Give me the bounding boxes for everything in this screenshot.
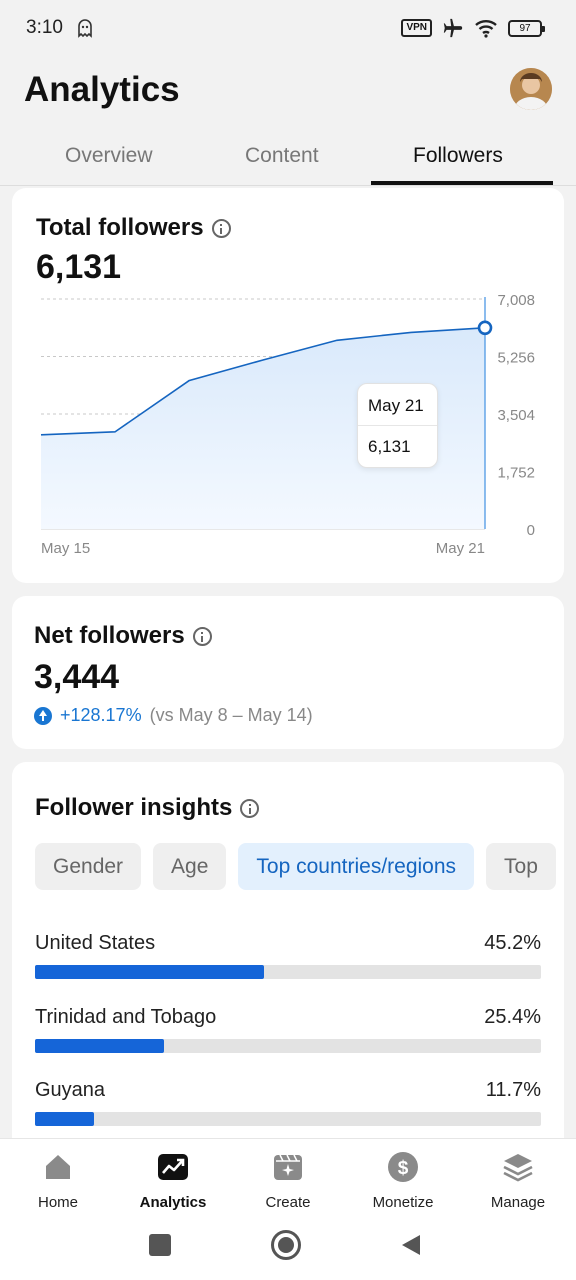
country-percent: 25.4%: [484, 1006, 541, 1028]
active-tab-indicator: [371, 181, 553, 185]
total-followers-title-row: Total followers: [36, 214, 231, 242]
status-time: 3:10: [26, 17, 63, 38]
layers-icon: [503, 1154, 533, 1182]
info-icon[interactable]: [240, 798, 260, 818]
country-bar-fill: [35, 1039, 164, 1053]
comparison-period: (vs May 8 – May 14): [149, 705, 313, 725]
analytics-icon: [158, 1154, 188, 1180]
net-followers-value: 3,444: [34, 658, 120, 696]
x-tick-label: May 21: [436, 540, 485, 557]
total-followers-card: Total followers 6,131 0 1,752 3,504 5,256 7,…: [12, 188, 564, 583]
net-followers-card: Net followers 3,444 +128.17% (vs May 8 –…: [12, 596, 564, 749]
series-area: [41, 327, 485, 529]
nav-home[interactable]: Home: [8, 1151, 108, 1211]
chip-gender[interactable]: Gender: [35, 843, 142, 890]
series-line: [40, 326, 486, 436]
y-tick-label: 7,008: [497, 292, 535, 309]
avatar[interactable]: [510, 68, 552, 110]
vpn-badge: VPN: [401, 19, 432, 37]
nav-label: Monetize: [372, 1194, 434, 1211]
tooltip-value: 6,131: [368, 437, 411, 456]
net-followers-title-row: Net followers: [34, 622, 212, 650]
country-name: Trinidad and Tobago: [35, 1006, 217, 1028]
tooltip-divider: [358, 425, 437, 426]
country-name: United States: [35, 932, 156, 954]
dollar-icon: $: [388, 1152, 418, 1182]
country-name: Guyana: [35, 1079, 106, 1101]
change-percent: +128.17%: [60, 705, 142, 725]
y-tick-label: 1,752: [497, 465, 535, 482]
svg-text:$: $: [398, 1158, 409, 1179]
total-followers-value: 6,131: [36, 248, 122, 286]
insights-filter-chips: Gender Age Top countries/regions Top: [35, 843, 556, 890]
nav-manage[interactable]: Manage: [468, 1151, 568, 1211]
nav-label: Manage: [490, 1194, 546, 1211]
avatar-image: [510, 68, 552, 110]
page-title: Analytics: [24, 70, 180, 109]
status-bar: 3:10 VPN 97: [0, 0, 576, 58]
tab-followers[interactable]: Followers: [413, 144, 503, 167]
home-button[interactable]: [270, 1229, 302, 1261]
country-bar-track: [35, 1112, 541, 1126]
y-tick-label: 0: [527, 522, 535, 539]
info-icon[interactable]: [192, 626, 212, 646]
battery-indicator: 97: [508, 19, 545, 37]
country-bar-track: [35, 965, 541, 979]
system-navigation-bar: [0, 1214, 576, 1280]
country-bar-fill: [35, 965, 264, 979]
y-tick-label: 3,504: [497, 407, 535, 424]
tab-overview[interactable]: Overview: [65, 144, 153, 167]
nav-label: Home: [37, 1194, 78, 1211]
country-percent: 11.7%: [485, 1079, 541, 1101]
app-notification-icon: [78, 19, 92, 38]
arrow-up-icon: [34, 706, 52, 725]
nav-create[interactable]: Create: [238, 1151, 338, 1211]
info-icon[interactable]: [211, 218, 231, 238]
chart-tooltip: May 21 6,131: [357, 383, 438, 468]
chip-top-more[interactable]: Top: [486, 843, 556, 890]
home-icon: [46, 1155, 70, 1179]
airplane-mode-icon: [443, 18, 463, 38]
total-followers-title: Total followers: [36, 214, 204, 241]
country-bar-track: [35, 1039, 541, 1053]
chip-top-countries[interactable]: Top countries/regions: [238, 843, 475, 890]
chip-age[interactable]: Age: [153, 843, 227, 890]
follower-insights-card: Follower insights Gender Age Top countri…: [12, 762, 564, 1162]
nav-label: Analytics: [139, 1194, 207, 1211]
tab-bar: Overview Content Followers: [0, 130, 576, 186]
country-percent: 45.2%: [484, 932, 541, 954]
nav-analytics[interactable]: Analytics: [123, 1151, 223, 1211]
bottom-navigation: Home Analytics Create $ Monetize Mana: [0, 1138, 576, 1214]
nav-monetize[interactable]: $ Monetize: [353, 1151, 453, 1211]
y-tick-label: 5,256: [497, 350, 535, 367]
recent-apps-button[interactable]: [149, 1234, 171, 1256]
x-tick-label: May 15: [41, 540, 90, 557]
net-followers-title: Net followers: [34, 622, 185, 649]
create-icon: [274, 1154, 302, 1180]
followers-chart[interactable]: 0 1,752 3,504 5,256 7,008 May 15 May 21: [12, 188, 564, 583]
follower-insights-title: Follower insights: [35, 794, 233, 821]
nav-label: Create: [265, 1194, 311, 1211]
back-button[interactable]: [400, 1233, 422, 1257]
net-followers-change: +128.17% (vs May 8 – May 14): [34, 705, 313, 726]
highlight-point[interactable]: [477, 320, 493, 336]
follower-insights-title-row: Follower insights: [35, 794, 260, 822]
wifi-icon: [475, 20, 497, 38]
tab-content[interactable]: Content: [245, 144, 319, 167]
tooltip-date: May 21: [368, 396, 424, 415]
country-bar-fill: [35, 1112, 95, 1126]
